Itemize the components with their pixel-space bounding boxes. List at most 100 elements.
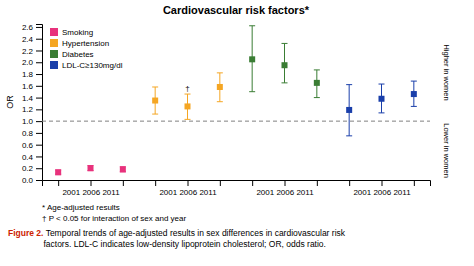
error-cap-high (249, 25, 255, 26)
x-tick-label: 2001 2006 2011 (159, 188, 217, 197)
legend-label: Smoking (62, 28, 93, 37)
point (152, 98, 158, 104)
y-tick: 2.2 (22, 47, 42, 56)
series (152, 73, 223, 120)
annotation: † (185, 84, 189, 93)
error-cap-high (282, 43, 288, 44)
error-cap-low (314, 97, 320, 98)
x-tick (58, 180, 59, 186)
y-tick: 1.6 (22, 82, 42, 91)
side-label: Lower in women (442, 123, 451, 178)
legend-swatch (50, 39, 58, 47)
point (314, 80, 320, 86)
error-cap-low (217, 101, 223, 102)
x-tick-label: 2001 2006 2011 (62, 188, 120, 197)
y-tick-mark (36, 62, 42, 63)
x-tick (317, 180, 318, 186)
title: Cardiovascular risk factors* (163, 4, 310, 16)
y-tick: 0.6 (22, 141, 42, 150)
x-tick (220, 180, 221, 186)
y-tick-label: 1.2 (22, 105, 34, 114)
point (217, 84, 223, 90)
caption-line: factors. LDL-C indicates low-density lip… (43, 239, 326, 249)
error-cap-high (411, 81, 417, 82)
y-tick-label: 1.4 (22, 94, 34, 103)
error-cap-high (379, 84, 385, 85)
x-tick-mark (188, 180, 189, 186)
x-tick-mark (58, 180, 59, 186)
y-tick-label: 2.6 (22, 23, 34, 32)
legend-label: LDL-C≥130mg/dl (62, 61, 123, 70)
point (411, 91, 417, 97)
y-tick-label: 2.0 (22, 58, 34, 67)
legend-item: Hypertension (50, 39, 109, 48)
y-tick: 0.4 (22, 153, 42, 162)
point (282, 62, 288, 68)
y-tick-label: 0.0 (22, 176, 34, 185)
y-tick-mark (36, 98, 42, 99)
legend-label: Diabetes (62, 50, 94, 59)
plot-area: 0.0 0.2 0.4 0.6 0.8 1.0 1.2 1.4 1.6 1.8 2.0 2.2 2.4 2… (22, 23, 431, 197)
legend-swatch (50, 28, 58, 36)
y-tick-label: 0.8 (22, 129, 34, 138)
x-tick: 2001 2006 2011 (353, 180, 411, 197)
caption-line: Temporal trends of age-adjusted results … (43, 228, 345, 238)
legend-swatch (50, 50, 58, 58)
error-cap-high (152, 86, 158, 87)
point (379, 96, 385, 102)
x-tick-label: 2001 2006 2011 (256, 188, 314, 197)
y-axis: 0.0 0.2 0.4 0.6 0.8 1.0 1.2 1.4 1.6 1.8 2.0 2.2 2.4 2… (22, 23, 43, 185)
y-tick: 1.4 (22, 94, 42, 103)
point (88, 165, 94, 171)
point (249, 56, 255, 62)
y-tick-mark (36, 168, 42, 169)
x-tick: 2001 2006 2011 (159, 180, 217, 197)
y-axis-line (36, 25, 43, 181)
marks (42, 26, 430, 176)
error-cap-high (185, 94, 191, 95)
error-cap-low (249, 91, 255, 92)
series (55, 165, 126, 175)
legend-item: Smoking (50, 28, 93, 37)
legend: Smoking Hypertension Diabetes LDL-C≥130mg/d… (50, 28, 123, 70)
series (249, 26, 320, 98)
x-tick-mark (285, 180, 286, 186)
error-cap-high (217, 72, 223, 73)
y-tick-mark (36, 156, 42, 157)
y-tick: 0.2 (22, 164, 42, 173)
series (346, 81, 417, 136)
x-tick-mark (317, 180, 318, 186)
y-tick: 1.2 (22, 105, 42, 114)
error-cap-low (152, 114, 158, 115)
y-tick-label: 2.4 (22, 35, 34, 44)
y-tick: 0.8 (22, 129, 42, 138)
x-axis: 2001 2006 2011 2001 2006 2011 2001 2006 20… (43, 180, 431, 197)
x-tick-mark (220, 180, 221, 186)
point (185, 103, 191, 109)
y-tick: 2.0 (22, 58, 42, 67)
x-tick: 2001 2006 2011 (256, 180, 314, 197)
side-label: Higher in women (442, 44, 451, 100)
legend-swatch (50, 61, 58, 69)
y-tick-label: 1.6 (22, 82, 34, 91)
point (120, 166, 126, 172)
y-tick-mark (36, 180, 42, 181)
x-tick-mark (349, 180, 350, 186)
error-cap-low (411, 106, 417, 107)
y-tick-mark (36, 121, 42, 122)
y-tick: 1.0 (22, 117, 42, 126)
error-cap-low (185, 119, 191, 120)
caption-prefix: Figure 2. (8, 228, 43, 238)
reference-line (42, 121, 430, 122)
y-tick-label: 1.8 (22, 70, 34, 79)
y-tick-mark (36, 50, 42, 51)
y-tick: 2.6 (22, 23, 42, 32)
x-tick-mark (155, 180, 156, 186)
y-tick-label: 0.4 (22, 153, 34, 162)
x-tick-mark (252, 180, 253, 186)
error-cap-low (379, 112, 385, 113)
x-tick-mark (382, 180, 383, 186)
x-tick (414, 180, 415, 186)
x-tick-mark (91, 180, 92, 186)
annotations: † (185, 84, 189, 93)
